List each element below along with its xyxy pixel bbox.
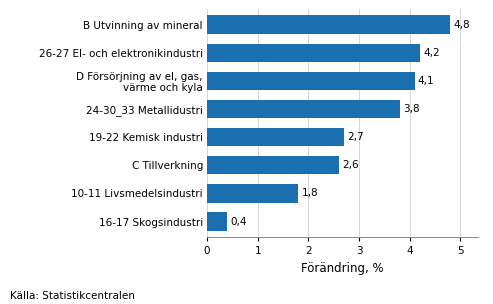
Text: 0,4: 0,4 xyxy=(230,217,247,227)
Text: 4,2: 4,2 xyxy=(423,48,440,58)
Bar xyxy=(207,100,400,118)
Bar xyxy=(207,72,415,90)
Bar xyxy=(207,16,450,34)
Text: 4,1: 4,1 xyxy=(418,76,434,86)
Text: 1,8: 1,8 xyxy=(301,188,318,199)
Text: 2,6: 2,6 xyxy=(342,160,358,170)
Text: 2,7: 2,7 xyxy=(347,132,363,142)
Bar xyxy=(207,128,344,146)
Text: 4,8: 4,8 xyxy=(454,19,470,29)
X-axis label: Förändring, %: Förändring, % xyxy=(301,262,384,275)
Bar xyxy=(207,212,227,231)
Bar xyxy=(207,156,339,174)
Text: Källa: Statistikcentralen: Källa: Statistikcentralen xyxy=(10,291,135,301)
Text: 3,8: 3,8 xyxy=(403,104,420,114)
Bar xyxy=(207,184,298,203)
Bar xyxy=(207,43,420,62)
